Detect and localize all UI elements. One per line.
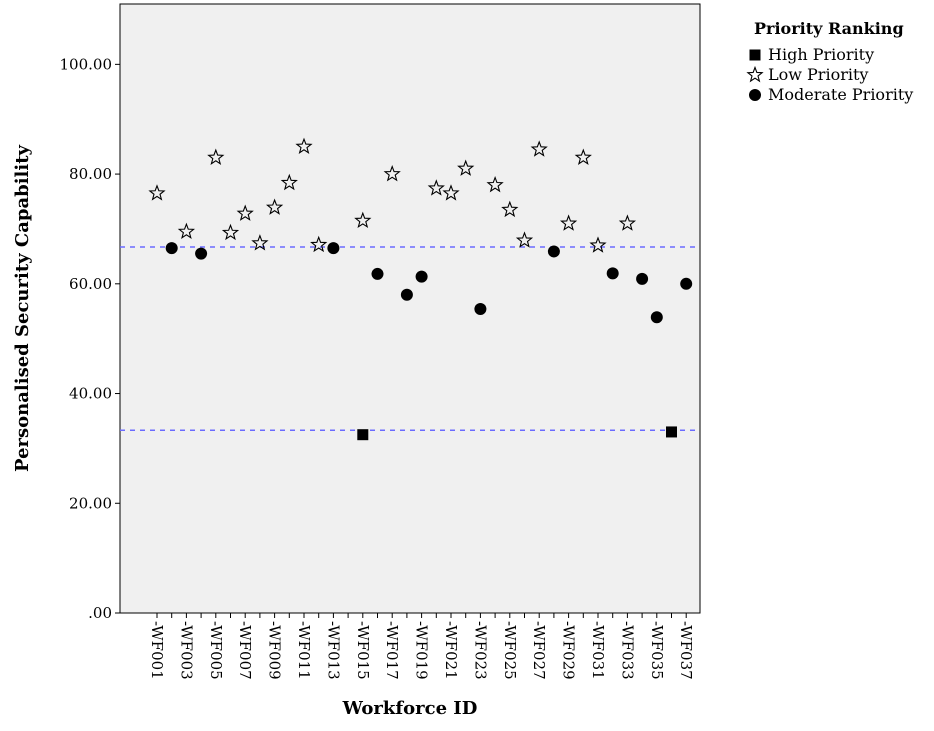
legend-marker-moderate-priority	[749, 89, 761, 101]
x-tick-label: -WF019	[413, 621, 431, 680]
point-low-priority	[530, 140, 548, 157]
y-tick-label: 100.00	[60, 55, 113, 73]
x-axis-title: Workforce ID	[342, 698, 478, 719]
point-low-priority	[221, 223, 240, 241]
point-low-priority	[515, 231, 534, 248]
point-moderate-priority	[636, 272, 649, 285]
x-tick-label: -WF029	[560, 621, 578, 680]
legend-marker-low-priority	[746, 65, 764, 83]
point-low-priority	[265, 198, 284, 215]
point-low-priority	[457, 159, 475, 176]
x-tick-label: -WF015	[354, 621, 372, 680]
point-low-priority	[251, 234, 269, 251]
legend-title: Priority Ranking	[754, 19, 904, 38]
point-moderate-priority	[415, 270, 428, 283]
x-tick-label: -WF033	[618, 621, 636, 680]
point-moderate-priority	[195, 247, 208, 260]
point-moderate-priority	[371, 267, 384, 280]
point-low-priority	[295, 137, 313, 154]
legend-marker-high-priority	[749, 49, 761, 61]
reference-lines	[120, 246, 700, 432]
x-tick-label: -WF013	[324, 621, 342, 680]
point-high-priority	[666, 426, 677, 438]
x-tick-label: -WF009	[266, 621, 284, 680]
x-tick-label: -WF001	[148, 621, 166, 680]
point-moderate-priority	[650, 311, 663, 324]
point-low-priority	[310, 235, 328, 253]
point-low-priority	[486, 175, 504, 193]
x-tick-label: -WF021	[442, 621, 460, 680]
x-tick-label: -WF025	[501, 621, 519, 680]
point-moderate-priority	[400, 288, 413, 301]
point-moderate-priority	[547, 245, 560, 258]
point-low-priority	[501, 200, 519, 218]
x-tick-label: -WF031	[589, 621, 607, 680]
y-axis: .00 20.00 40.00 60.00 80.00 100.00	[60, 55, 120, 622]
point-low-priority	[354, 211, 372, 229]
point-low-priority	[383, 165, 401, 182]
point-high-priority	[357, 429, 369, 441]
y-tick-label: .00	[88, 604, 112, 622]
plot-area	[119, 3, 701, 614]
point-low-priority	[236, 204, 254, 221]
y-tick-label: 80.00	[69, 165, 112, 183]
point-low-priority	[207, 148, 225, 165]
point-low-priority	[589, 236, 607, 253]
x-tick-label: -WF035	[648, 621, 666, 680]
x-tick-label: -WF027	[530, 621, 548, 680]
point-low-priority	[442, 184, 460, 201]
legend-label-low-priority: Low Priority	[768, 65, 868, 84]
point-low-priority	[427, 179, 445, 196]
point-low-priority	[618, 214, 637, 231]
point-moderate-priority	[327, 242, 340, 255]
x-tick-label: -WF005	[207, 621, 225, 680]
x-tick-label: -WF011	[295, 621, 313, 680]
point-low-priority	[177, 222, 196, 240]
y-tick-label: 20.00	[69, 494, 112, 512]
legend-label-high-priority: High Priority	[768, 45, 874, 64]
x-tick-label: -WF003	[177, 621, 195, 680]
point-moderate-priority	[474, 303, 487, 316]
x-tick-label: -WF037	[677, 621, 695, 680]
point-low-priority	[280, 173, 298, 191]
x-tick-label: -WF007	[236, 621, 254, 680]
y-tick-label: 40.00	[69, 385, 112, 403]
point-moderate-priority	[680, 277, 693, 290]
point-low-priority	[148, 184, 166, 201]
legend-label-moderate-priority: Moderate Priority	[768, 85, 913, 104]
point-moderate-priority	[606, 267, 619, 280]
y-tick-label: 60.00	[69, 275, 112, 293]
x-tick-label: -WF023	[471, 621, 489, 680]
point-low-priority	[574, 148, 592, 165]
x-axis: -WF001 -WF003 -WF005 -WF007 -WF009 -WF011 -WF0…	[148, 613, 695, 680]
point-moderate-priority	[165, 242, 178, 255]
point-low-priority	[559, 214, 578, 231]
y-axis-title: Personalised Security Capability	[12, 144, 33, 472]
x-tick-label: -WF017	[383, 621, 401, 680]
data-points	[148, 137, 693, 441]
